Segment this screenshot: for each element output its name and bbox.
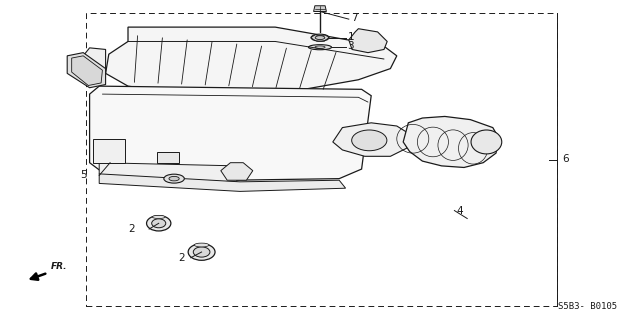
Ellipse shape	[169, 176, 179, 181]
Text: 5: 5	[80, 170, 86, 181]
Polygon shape	[67, 53, 106, 88]
Text: 2: 2	[178, 253, 184, 263]
Polygon shape	[106, 27, 397, 99]
Text: 4: 4	[456, 205, 463, 216]
Ellipse shape	[193, 247, 210, 257]
Polygon shape	[72, 56, 102, 85]
Polygon shape	[403, 116, 499, 167]
Polygon shape	[157, 152, 179, 163]
Ellipse shape	[308, 45, 332, 50]
Ellipse shape	[315, 36, 325, 40]
Ellipse shape	[195, 243, 209, 247]
Text: 6: 6	[562, 154, 568, 165]
Bar	[86, 13, 557, 306]
Polygon shape	[83, 48, 106, 70]
Text: FR.: FR.	[51, 262, 68, 271]
Polygon shape	[349, 29, 387, 53]
Text: 7: 7	[351, 12, 357, 23]
Ellipse shape	[188, 244, 215, 260]
Polygon shape	[93, 139, 125, 163]
Polygon shape	[314, 6, 326, 11]
Polygon shape	[90, 86, 371, 180]
Ellipse shape	[311, 34, 329, 41]
Ellipse shape	[164, 174, 184, 183]
Ellipse shape	[471, 130, 502, 154]
Ellipse shape	[152, 219, 166, 228]
Ellipse shape	[315, 46, 325, 48]
Polygon shape	[99, 163, 237, 182]
Text: 2: 2	[128, 224, 134, 234]
Ellipse shape	[152, 215, 165, 219]
Polygon shape	[333, 123, 410, 156]
Polygon shape	[221, 163, 253, 180]
Ellipse shape	[352, 130, 387, 151]
Text: S5B3- B0105: S5B3- B0105	[559, 302, 618, 311]
Text: 3: 3	[348, 41, 354, 51]
Text: 1: 1	[348, 32, 354, 42]
Polygon shape	[99, 174, 346, 191]
Ellipse shape	[147, 216, 171, 231]
